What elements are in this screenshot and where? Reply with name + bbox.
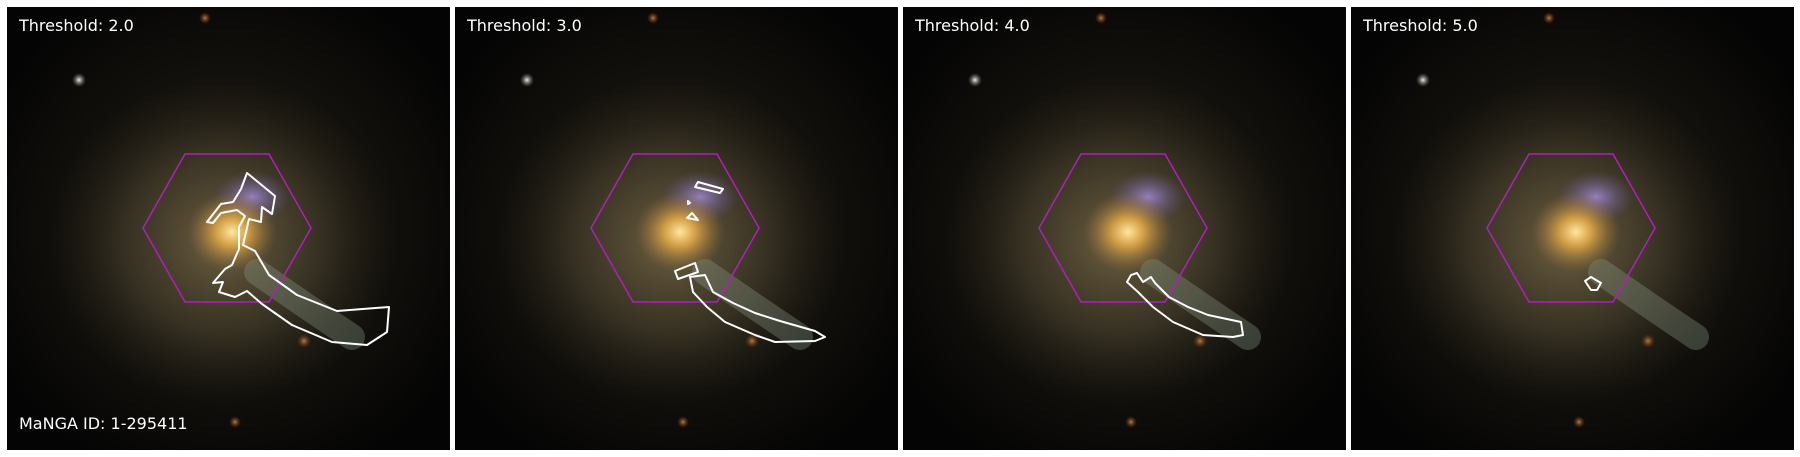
threshold-contour <box>694 181 724 194</box>
ifu-hexagon <box>142 153 312 303</box>
threshold-label: Threshold: 3.0 <box>467 16 582 35</box>
threshold-contour <box>686 212 699 221</box>
panel-threshold-2: Threshold: 2.0 MaNGA ID: 1-295411 <box>7 7 450 450</box>
threshold-contour <box>687 200 691 205</box>
galaxy-image <box>1351 7 1794 450</box>
ifu-hexagon <box>1038 153 1208 303</box>
ifu-hexagon <box>1486 153 1656 303</box>
threshold-contour <box>689 274 826 343</box>
panel-threshold-4: Threshold: 4.0 <box>903 7 1346 450</box>
galaxy-id-label: MaNGA ID: 1-295411 <box>19 414 188 433</box>
galaxy-image <box>7 7 450 450</box>
threshold-contour <box>674 262 699 280</box>
panel-threshold-5: Threshold: 5.0 <box>1351 7 1794 450</box>
panel-threshold-3: Threshold: 3.0 <box>455 7 898 450</box>
threshold-label: Threshold: 4.0 <box>915 16 1030 35</box>
ifu-hexagon <box>590 153 760 303</box>
threshold-contour <box>1584 276 1602 291</box>
threshold-contour <box>206 172 390 346</box>
threshold-contour <box>1126 272 1244 338</box>
threshold-label: Threshold: 2.0 <box>19 16 134 35</box>
threshold-label: Threshold: 5.0 <box>1363 16 1478 35</box>
galaxy-image <box>455 7 898 450</box>
galaxy-image <box>903 7 1346 450</box>
